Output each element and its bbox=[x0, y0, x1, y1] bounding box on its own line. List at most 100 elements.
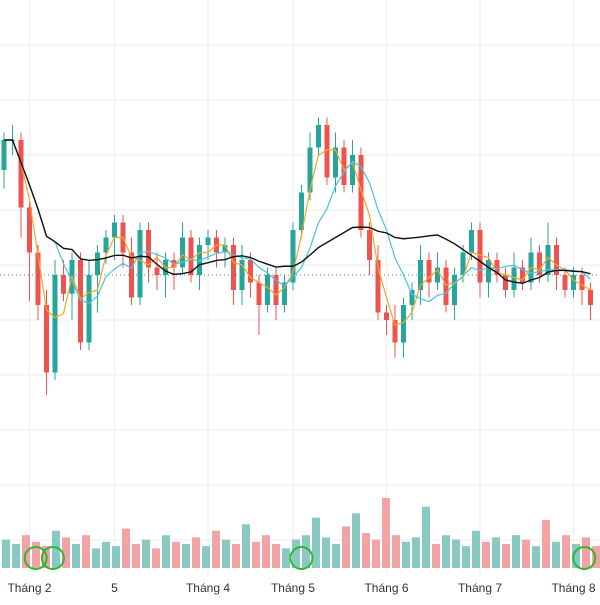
candle[interactable] bbox=[290, 222, 296, 291]
volume-bar bbox=[202, 546, 210, 568]
candle[interactable] bbox=[486, 252, 491, 298]
candle[interactable] bbox=[248, 252, 253, 298]
candle[interactable] bbox=[180, 222, 185, 276]
candle[interactable] bbox=[61, 260, 66, 302]
candle-body bbox=[61, 275, 66, 294]
candle[interactable] bbox=[367, 222, 372, 276]
volume-bar bbox=[332, 543, 340, 568]
candle[interactable] bbox=[426, 252, 432, 298]
event-marker-circle bbox=[289, 546, 314, 570]
candle[interactable] bbox=[129, 237, 134, 306]
volume-bar bbox=[372, 539, 380, 568]
candle[interactable] bbox=[511, 252, 517, 298]
candle[interactable] bbox=[588, 282, 593, 321]
candle[interactable] bbox=[282, 275, 287, 313]
event-marker-2[interactable] bbox=[289, 546, 314, 570]
candle[interactable] bbox=[299, 185, 304, 238]
candle[interactable] bbox=[579, 267, 585, 306]
candle[interactable] bbox=[520, 260, 525, 290]
candle[interactable] bbox=[537, 245, 542, 283]
x-tick-label: 5 bbox=[111, 581, 118, 595]
event-markers[interactable] bbox=[23, 546, 597, 570]
candle[interactable] bbox=[358, 147, 364, 238]
volume-bar bbox=[242, 524, 250, 568]
candle[interactable] bbox=[273, 267, 279, 321]
candle[interactable] bbox=[86, 260, 92, 350]
candle-body bbox=[112, 222, 117, 238]
candle[interactable] bbox=[137, 222, 143, 306]
candle[interactable] bbox=[222, 237, 228, 268]
candle[interactable] bbox=[392, 305, 398, 358]
candle-body bbox=[579, 275, 585, 290]
candle[interactable] bbox=[188, 230, 194, 283]
candle[interactable] bbox=[409, 282, 415, 321]
candle[interactable] bbox=[401, 297, 406, 358]
volume-bar bbox=[362, 533, 370, 568]
candle-body bbox=[231, 245, 236, 290]
candle-body bbox=[146, 230, 151, 268]
candle[interactable] bbox=[435, 252, 440, 291]
candle[interactable] bbox=[341, 140, 347, 193]
candle-body bbox=[35, 252, 41, 305]
candle[interactable] bbox=[350, 140, 355, 193]
candle[interactable] bbox=[384, 305, 389, 335]
candle[interactable] bbox=[18, 132, 24, 238]
volume-bar bbox=[182, 543, 190, 568]
candle[interactable] bbox=[477, 222, 483, 298]
candle-body bbox=[44, 305, 49, 373]
candle[interactable] bbox=[494, 252, 500, 283]
volume-bar bbox=[82, 535, 90, 568]
candle-body bbox=[103, 237, 109, 253]
candle[interactable] bbox=[333, 132, 338, 193]
candle[interactable] bbox=[443, 260, 449, 313]
candle-body bbox=[520, 267, 525, 283]
candle-body bbox=[486, 260, 491, 283]
volume-bar bbox=[552, 541, 560, 568]
candle-body bbox=[78, 260, 83, 343]
candle-body bbox=[222, 245, 228, 253]
candle[interactable] bbox=[324, 117, 330, 186]
candle-body bbox=[409, 290, 415, 305]
candle[interactable] bbox=[503, 267, 508, 298]
candle[interactable] bbox=[418, 245, 423, 305]
candle[interactable] bbox=[95, 245, 100, 313]
candle[interactable] bbox=[27, 200, 32, 302]
event-marker-3[interactable] bbox=[572, 546, 597, 570]
candle[interactable] bbox=[52, 260, 58, 380]
candle[interactable] bbox=[154, 252, 160, 291]
candle[interactable] bbox=[256, 275, 262, 335]
x-tick-label: Tháng 8 bbox=[551, 581, 595, 595]
candle[interactable] bbox=[78, 252, 83, 351]
candle[interactable] bbox=[452, 267, 457, 321]
candle[interactable] bbox=[554, 237, 559, 291]
candle[interactable] bbox=[205, 230, 211, 260]
candlesticks[interactable] bbox=[1, 117, 594, 396]
candle[interactable] bbox=[1, 132, 7, 189]
event-marker-1[interactable] bbox=[40, 546, 65, 570]
candle-body bbox=[129, 252, 134, 298]
volume-bar bbox=[342, 526, 350, 568]
event-marker-0[interactable] bbox=[23, 546, 48, 570]
candle[interactable] bbox=[562, 267, 568, 298]
volume-bar bbox=[482, 541, 490, 568]
candle[interactable] bbox=[316, 117, 321, 156]
volume-bar bbox=[292, 539, 300, 568]
volume-bar bbox=[132, 543, 140, 568]
candle[interactable] bbox=[239, 245, 245, 305]
candle[interactable] bbox=[231, 237, 236, 306]
candle[interactable] bbox=[265, 267, 270, 313]
x-tick-label: Tháng 2 bbox=[7, 581, 51, 595]
candle[interactable] bbox=[197, 237, 202, 291]
candle-body bbox=[18, 140, 24, 208]
volume-bar bbox=[62, 537, 70, 568]
candle-body bbox=[537, 252, 542, 275]
volume-bar bbox=[162, 535, 170, 568]
volume-bar bbox=[222, 539, 230, 568]
candle[interactable] bbox=[571, 267, 576, 298]
candle[interactable] bbox=[146, 222, 151, 283]
volume-bar bbox=[232, 543, 240, 568]
volume-bar bbox=[412, 537, 420, 568]
candle[interactable] bbox=[375, 245, 381, 320]
